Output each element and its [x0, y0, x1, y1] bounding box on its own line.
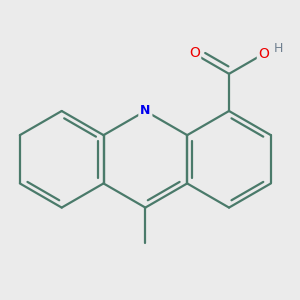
Text: O: O	[189, 46, 200, 60]
Text: O: O	[258, 47, 269, 61]
Text: H: H	[274, 42, 283, 55]
Text: N: N	[140, 104, 151, 118]
